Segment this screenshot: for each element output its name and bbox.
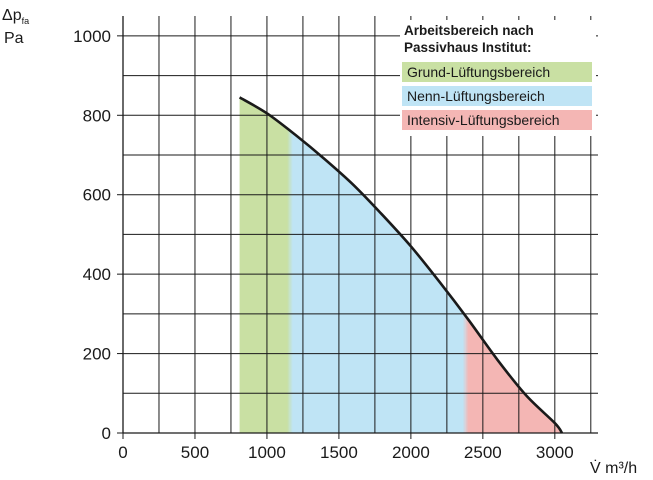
tick-labels: 0 500 1000 1500 2000 2500 3000 0 200 400 600 800 100… xyxy=(73,27,574,462)
legend-title-line2: Passivhaus Institut: xyxy=(404,40,532,55)
x-tick-label: 1500 xyxy=(320,443,358,462)
x-tick-label: 3000 xyxy=(536,443,574,462)
y-axis-subscript: fa xyxy=(22,16,30,26)
legend-label: Grund-Lüftungsbereich xyxy=(407,64,550,80)
y-tick-label: 400 xyxy=(83,265,111,284)
region-nenn-lüftungsbereich xyxy=(289,130,466,433)
x-tick-label: 2000 xyxy=(392,443,430,462)
x-axis-unit: m³/h xyxy=(605,460,637,477)
x-tick-label: 500 xyxy=(181,443,209,462)
y-tick-label: 800 xyxy=(83,106,111,125)
y-axis-unit: Pa xyxy=(4,30,24,47)
legend-title-line1: Arbeitsbereich nach xyxy=(404,23,534,38)
legend-swatch xyxy=(402,86,592,106)
legend-items: Grund-Lüftungsbereich Nenn-Lüftungsbereic… xyxy=(402,62,592,130)
region-grund-lüftungsbereich xyxy=(239,97,290,434)
y-axis-symbol: Δp xyxy=(2,7,22,24)
y-axis-label: Δpfa xyxy=(2,7,29,26)
y-tick-label: 1000 xyxy=(73,27,111,46)
x-axis-symbol: V̇ xyxy=(590,459,601,477)
legend-swatch xyxy=(402,110,592,130)
axes-layer xyxy=(122,16,598,434)
legend-label: Nenn-Lüftungsbereich xyxy=(407,88,545,104)
x-tick-label: 1000 xyxy=(248,443,286,462)
legend-swatch xyxy=(402,62,592,82)
regions-layer xyxy=(239,97,563,434)
legend-label: Intensiv-Lüftungsbereich xyxy=(407,112,560,128)
y-tick-label: 0 xyxy=(102,424,111,443)
region-intensiv-lüftungsbereich xyxy=(465,316,563,433)
x-tick-label: 0 xyxy=(118,443,127,462)
legend: Arbeitsbereich nach Passivhaus Institut:… xyxy=(400,20,596,136)
x-tick-label: 2500 xyxy=(464,443,502,462)
pressure-curve xyxy=(238,96,564,434)
y-tick-label: 600 xyxy=(83,186,111,205)
x-axis-label: V̇ m³/h xyxy=(590,459,637,477)
y-tick-label: 200 xyxy=(83,345,111,364)
